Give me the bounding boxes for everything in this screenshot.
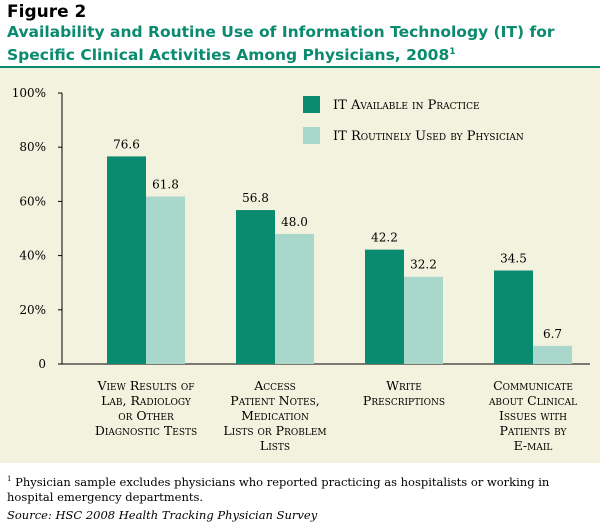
bar [275,233,314,364]
category-label-line: Communicate [493,378,573,393]
category-label: Write Prescriptions [363,378,445,408]
category-label-line: Lists or Problem [223,423,326,438]
category-label: View Results of Lab, Radiology or Other Dia… [95,378,197,438]
category-label-line: Access [253,378,296,393]
data-label: 34.5 [500,252,527,266]
footnote-text: Physician sample excludes physicians who… [7,474,550,504]
bar-chart: 0 20% 40% 60% 80% 100% 76.6 61.8 View Results of… [12,86,590,453]
chart-title-text: Availability and Routine Use of Informat… [7,23,555,65]
data-label: 42.2 [371,231,398,245]
data-label: 6.7 [543,327,562,341]
category-label-line: Lists [260,438,290,453]
category-label-line: or Other [118,408,174,423]
data-label: 61.8 [152,178,179,192]
data-label: 48.0 [281,215,308,229]
data-label: 76.6 [113,137,140,151]
y-tick-label: 60% [19,194,46,208]
category-label-line: Diagnostic Tests [95,423,197,438]
bar [236,210,275,364]
category-label-line: about Clinical [488,393,577,408]
bar [365,249,404,364]
category-label-line: Medication [241,408,309,423]
legend-label: IT Available in Practice [333,98,480,113]
legend-swatch [303,96,320,113]
data-label: 56.8 [242,191,269,205]
category-label-line: View Results of [96,378,194,393]
category-label: Access Patient Notes, Medication Lists or P… [223,378,326,453]
category-label: Communicate about Clinical Issues with Pati… [488,378,577,453]
source-note: Source: HSC 2008 Health Tracking Physici… [7,508,318,522]
category-label-line: Write [386,378,422,393]
category-label-line: E-mail [514,438,553,453]
y-tick-label: 20% [19,303,46,317]
bar [494,270,533,364]
figure-label: Figure 2 [7,2,87,22]
bar [107,156,146,364]
chart-title: Availability and Routine Use of Informat… [7,22,592,65]
category-label-line: Patient Notes, [230,393,319,408]
bar [404,276,443,364]
legend-label: IT Routinely Used by Physician [333,129,524,144]
footnote-marker: 1 [7,475,12,483]
data-label: 32.2 [410,258,437,272]
y-tick-label: 80% [19,140,46,154]
category-label-line: Patients by [500,423,568,438]
legend-swatch [303,127,320,144]
y-tick-label: 40% [19,249,46,263]
title-rule [0,66,600,68]
title-footnote-marker: 1 [449,47,456,57]
y-tick-label: 100% [12,86,46,100]
category-label-line: Issues with [499,408,567,423]
y-tick-label: 0 [38,357,46,371]
bar [533,345,572,364]
bar [146,196,185,364]
category-label-line: Prescriptions [363,393,445,408]
footnote: 1 Physician sample excludes physicians w… [7,472,592,505]
category-label-line: Lab, Radiology [101,393,192,408]
